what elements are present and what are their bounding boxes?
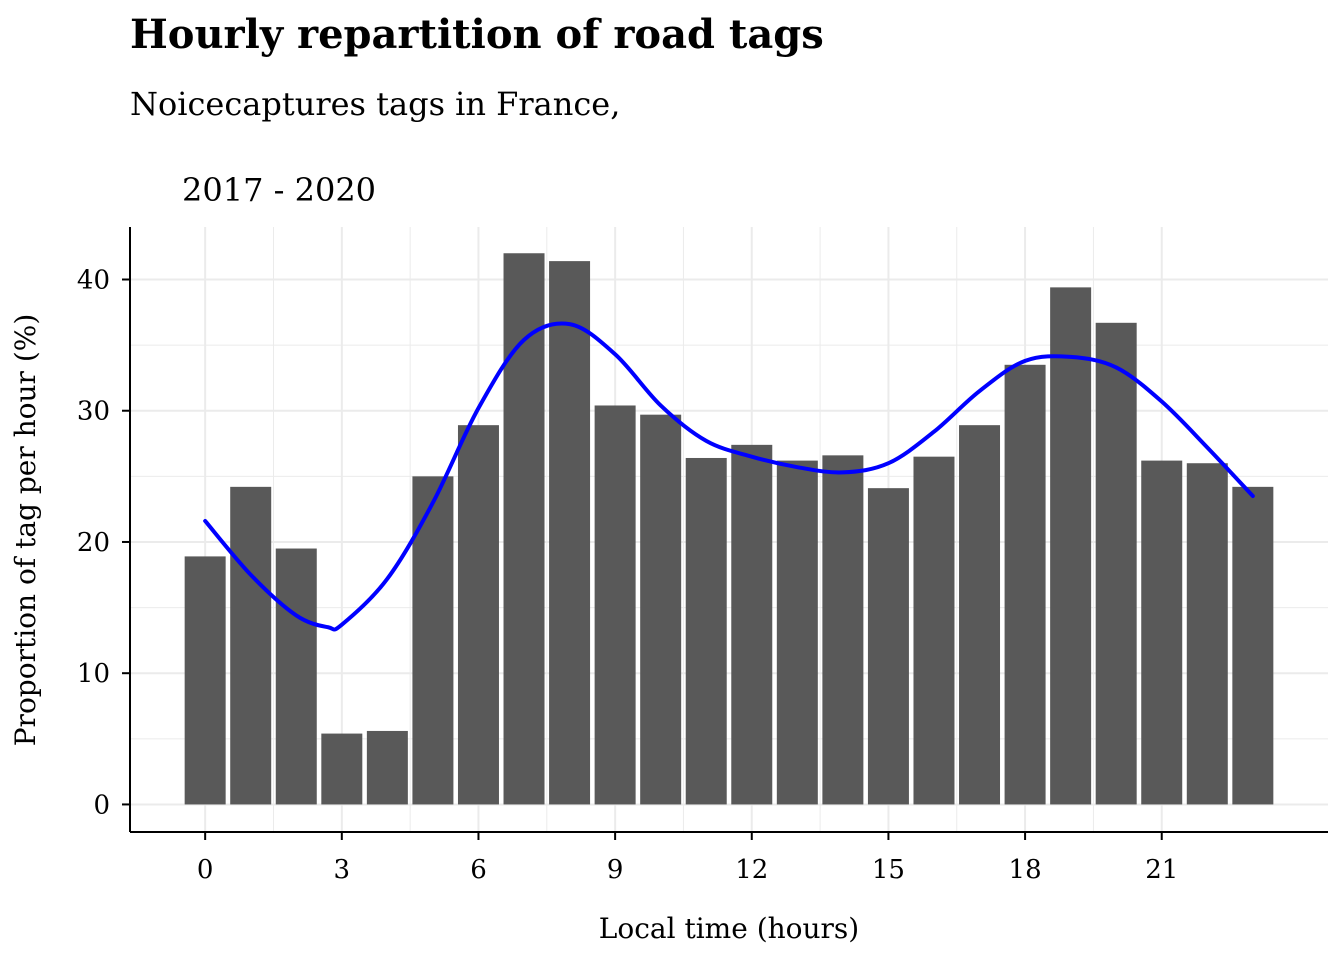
y-axis-title: Proportion of tag per hour (%) [9,314,42,747]
bar-hour-23 [1232,486,1274,805]
x-tick-label: 15 [872,855,905,885]
bar-hour-12 [731,444,773,805]
chart-subtitle-line-1: Noicecaptures tags in France, [130,85,620,123]
chart-subtitle-line-2: 2017 - 2020 [182,171,376,209]
chart-title: Hourly repartition of road tags [130,11,824,58]
y-tick-label: 10 [77,659,110,689]
x-tick-label: 0 [197,855,214,885]
bar-hour-9 [594,405,636,805]
x-tick-label: 3 [334,855,351,885]
x-tick-label: 6 [470,855,487,885]
bar-hour-22 [1186,463,1228,805]
tick-labels: 0 10 20 30 40 0 3 6 9 12 15 18 21 [77,265,1178,885]
bar-hour-10 [640,414,682,805]
y-tick-label: 0 [93,790,110,820]
bar-hour-4 [366,730,408,805]
bar-hour-20 [1095,322,1137,805]
y-tick-label: 20 [77,528,110,558]
bar-hour-8 [549,261,591,805]
bar-hour-17 [959,425,1001,805]
bar-hour-6 [457,425,499,805]
bar-hour-3 [321,733,363,805]
smooth-trend-line [203,321,1255,632]
bar-hour-11 [685,457,727,805]
bar-hour-0 [184,556,226,805]
bar-hour-15 [867,488,909,805]
smooth-line-path [203,321,1255,632]
bar-hour-19 [1050,287,1092,805]
y-tick-label: 30 [77,397,110,427]
x-tick-label: 12 [735,855,768,885]
bar-hour-18 [1004,364,1046,805]
x-tick-label: 18 [1009,855,1042,885]
bar-hour-13 [776,460,818,805]
bar-hour-1 [230,486,272,805]
bar-hour-16 [913,456,955,805]
bar-hour-14 [822,455,864,805]
bar-hour-7 [503,253,545,805]
x-axis-title: Local time (hours) [599,912,859,945]
axes [122,227,1328,840]
y-tick-label: 40 [77,265,110,295]
x-tick-label: 21 [1145,855,1178,885]
bar-hour-2 [275,548,317,805]
bar-hour-21 [1141,460,1183,805]
bars [184,253,1274,805]
x-tick-label: 9 [607,855,624,885]
